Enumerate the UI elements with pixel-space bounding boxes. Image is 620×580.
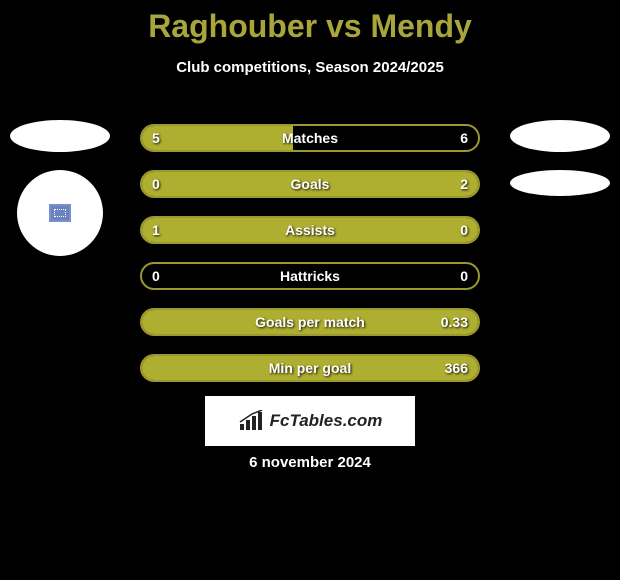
brand-box: FcTables.com <box>205 396 415 446</box>
player1-flag-ellipse <box>10 120 110 152</box>
placeholder-icon <box>49 204 71 222</box>
bar-fill-right <box>142 356 478 380</box>
bar-fill-right <box>142 310 478 334</box>
bar-fill-left <box>142 126 293 150</box>
stat-bar: Assists10 <box>140 216 480 244</box>
date-label: 6 november 2024 <box>0 454 620 471</box>
comparison-bars: Matches56 Goals02 Assists10 Hattricks0 0 Goal… <box>140 124 480 382</box>
brand-text: FcTables.com <box>270 411 383 431</box>
bar-fill-left <box>142 218 478 242</box>
bar-value-right: 6 <box>460 130 468 146</box>
page-title: Raghouber vs Mendy <box>0 0 620 45</box>
bar-value-right: 0 <box>460 268 468 284</box>
bar-label: Hattricks <box>142 268 478 284</box>
player2-flag-ellipse <box>510 120 610 152</box>
brand-chart-icon <box>238 410 264 432</box>
bar-fill-right <box>142 172 478 196</box>
stat-bar: Min per goal366 <box>140 354 480 382</box>
player2-club-ellipse <box>510 170 610 196</box>
stat-bar: Goals02 <box>140 170 480 198</box>
subtitle: Club competitions, Season 2024/2025 <box>0 59 620 76</box>
left-player-badges <box>10 120 110 256</box>
bar-value-left: 0 <box>152 268 160 284</box>
player1-club-badge <box>17 170 103 256</box>
right-player-badges <box>510 120 610 196</box>
stat-bar: Matches56 <box>140 124 480 152</box>
stat-bar: Hattricks0 0 <box>140 262 480 290</box>
stat-bar: Goals per match0.33 <box>140 308 480 336</box>
